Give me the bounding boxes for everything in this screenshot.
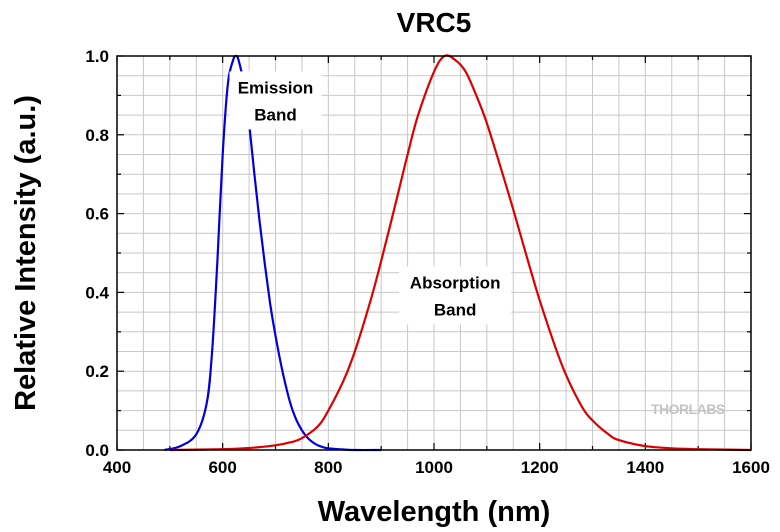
emission-band-annotation: Emission Band <box>229 71 322 130</box>
thorlabs-watermark: THORLABS <box>651 401 725 417</box>
series-lines <box>164 54 752 452</box>
x-tick-label: 1200 <box>521 458 559 477</box>
y-tick-label: 0.0 <box>85 441 109 460</box>
emission-band-line <box>164 54 382 452</box>
annotations: Emission Band Absorption Band <box>229 71 512 325</box>
x-tick-labels: 400 600 800 1000 1200 1400 1600 <box>103 458 770 477</box>
annotation-text: Band <box>254 105 297 124</box>
y-tick-label: 0.2 <box>85 362 109 381</box>
plot-frame <box>116 55 752 451</box>
y-axis-label: Relative Intensity (a.u.) <box>10 95 42 411</box>
x-tick-label: 1600 <box>732 458 770 477</box>
annotation-text: Band <box>434 300 477 319</box>
y-tick-labels: 0.0 0.2 0.4 0.6 0.8 1.0 <box>85 47 109 460</box>
absorption-band-annotation: Absorption Band <box>399 266 512 325</box>
x-tick-label: 600 <box>208 458 236 477</box>
x-axis-label: Wavelength (nm) <box>318 496 551 528</box>
annotation-text: Emission <box>238 78 314 97</box>
x-tick-label: 800 <box>314 458 342 477</box>
absorption-band-line <box>169 54 752 452</box>
annotation-text: Absorption <box>410 273 501 292</box>
y-tick-label: 0.8 <box>85 126 109 145</box>
annotation-background <box>229 71 322 130</box>
x-tick-label: 1400 <box>626 458 664 477</box>
chart-title: VRC5 <box>397 7 472 38</box>
x-tick-label: 400 <box>103 458 131 477</box>
annotation-background <box>399 266 512 325</box>
grid <box>117 56 751 450</box>
y-tick-label: 1.0 <box>85 47 109 66</box>
y-tick-label: 0.4 <box>85 283 109 302</box>
y-tick-label: 0.6 <box>85 205 109 224</box>
x-tick-label: 1000 <box>415 458 453 477</box>
